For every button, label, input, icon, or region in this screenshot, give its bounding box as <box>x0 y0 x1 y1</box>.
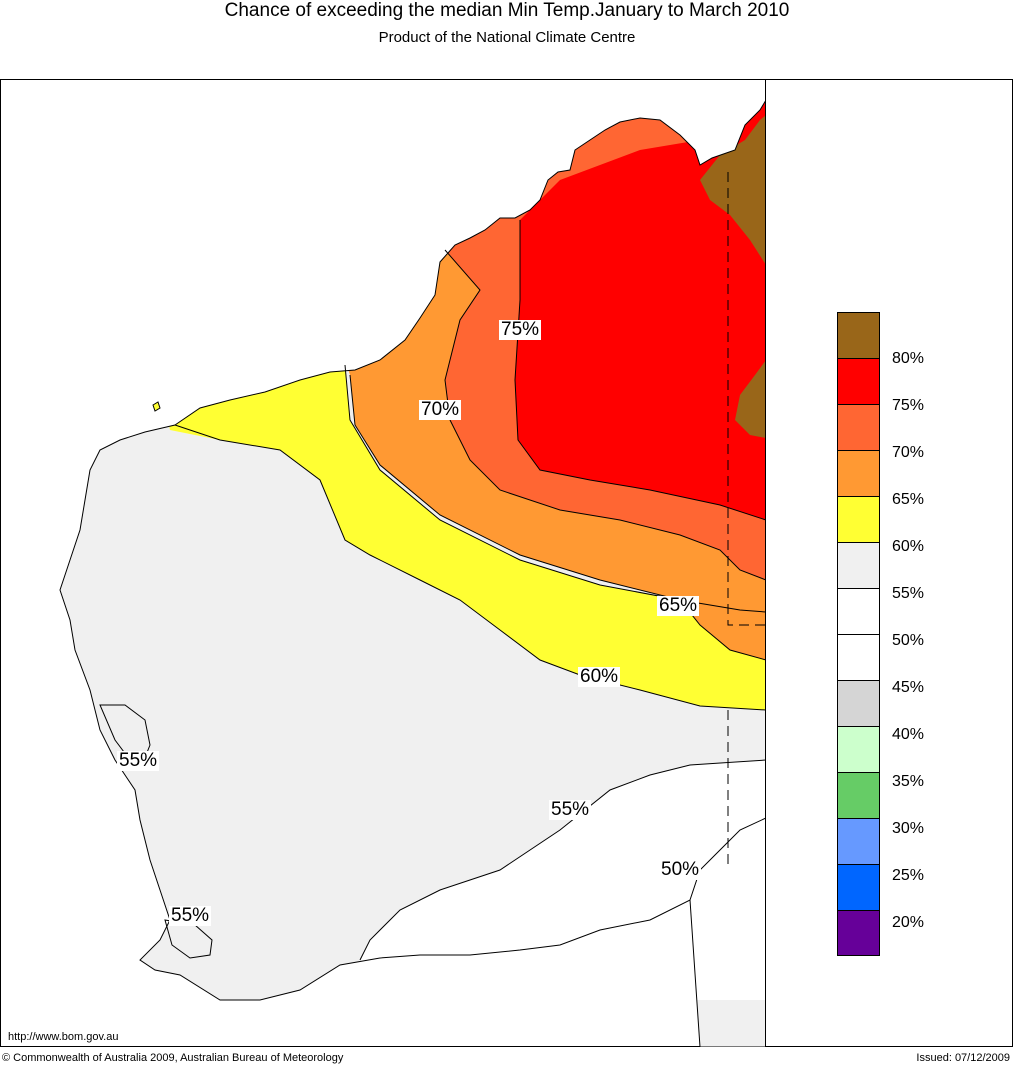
legend-label-75: 75% <box>892 397 925 414</box>
legend-swatch-3 <box>837 450 880 496</box>
source-url: http://www.bom.gov.au <box>8 1031 119 1043</box>
legend-swatch-2 <box>837 404 880 450</box>
legend-swatch-13 <box>837 910 880 956</box>
legend-swatch-9 <box>837 726 880 772</box>
contour-label-55-west: 55% <box>117 750 160 771</box>
map-canvas <box>59 99 766 1047</box>
contour-label-55-southwest: 55% <box>169 905 212 926</box>
legend-label-20: 20% <box>892 914 925 931</box>
legend-swatch-12 <box>837 864 880 910</box>
legend-swatch-4 <box>837 496 880 542</box>
legend-swatch-6 <box>837 588 880 634</box>
legend-label-50: 50% <box>892 632 925 649</box>
issued-date: Issued: 07/12/2009 <box>916 1052 1010 1064</box>
copyright-notice: © Commonwealth of Australia 2009, Austra… <box>2 1052 344 1064</box>
contour-label-75: 75% <box>499 319 542 340</box>
legend-colorbar <box>837 312 881 956</box>
legend-swatch-8 <box>837 680 880 726</box>
legend-label-25: 25% <box>892 867 925 884</box>
legend-swatch-7 <box>837 634 880 680</box>
legend-swatch-1 <box>837 358 880 404</box>
map-title: Chance of exceeding the median Min Temp.… <box>224 0 790 21</box>
legend-swatch-10 <box>837 772 880 818</box>
legend-swatch-5 <box>837 542 880 588</box>
map-frame <box>0 79 1013 1047</box>
legend-label-55: 55% <box>892 585 925 602</box>
legend-label-40: 40% <box>892 726 925 743</box>
map-subtitle: Product of the National Climate Centre <box>378 29 636 46</box>
contour-label-70: 70% <box>419 399 462 420</box>
legend-label-60: 60% <box>892 538 925 555</box>
legend-swatch-0 <box>837 312 880 358</box>
contour-label-60: 60% <box>578 666 621 687</box>
map-divider <box>765 79 766 1047</box>
legend-label-70: 70% <box>892 444 925 461</box>
legend-swatch-11 <box>837 818 880 864</box>
contour-label-65: 65% <box>657 595 700 616</box>
legend-label-80: 80% <box>892 350 925 367</box>
legend-label-45: 45% <box>892 679 925 696</box>
legend-label-35: 35% <box>892 773 925 790</box>
contour-label-55-central: 55% <box>549 799 592 820</box>
contour-label-50: 50% <box>659 859 702 880</box>
legend-label-65: 65% <box>892 491 925 508</box>
legend-label-30: 30% <box>892 820 925 837</box>
